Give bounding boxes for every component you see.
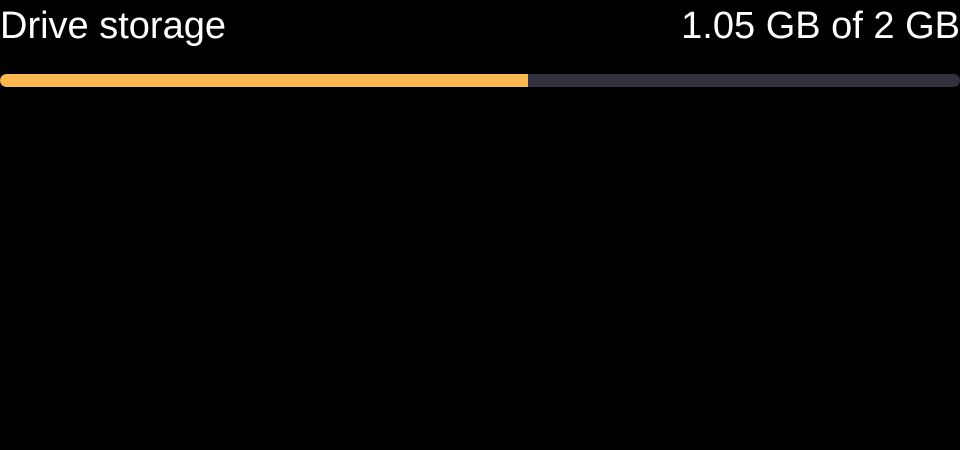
storage-progress-bar bbox=[0, 74, 960, 87]
storage-progress-fill bbox=[0, 74, 528, 87]
drive-storage-widget: Drive storage 1.05 GB of 2 GB bbox=[0, 0, 960, 87]
storage-header: Drive storage 1.05 GB of 2 GB bbox=[0, 0, 960, 60]
storage-title: Drive storage bbox=[0, 5, 226, 47]
storage-usage-text: 1.05 GB of 2 GB bbox=[681, 5, 960, 47]
